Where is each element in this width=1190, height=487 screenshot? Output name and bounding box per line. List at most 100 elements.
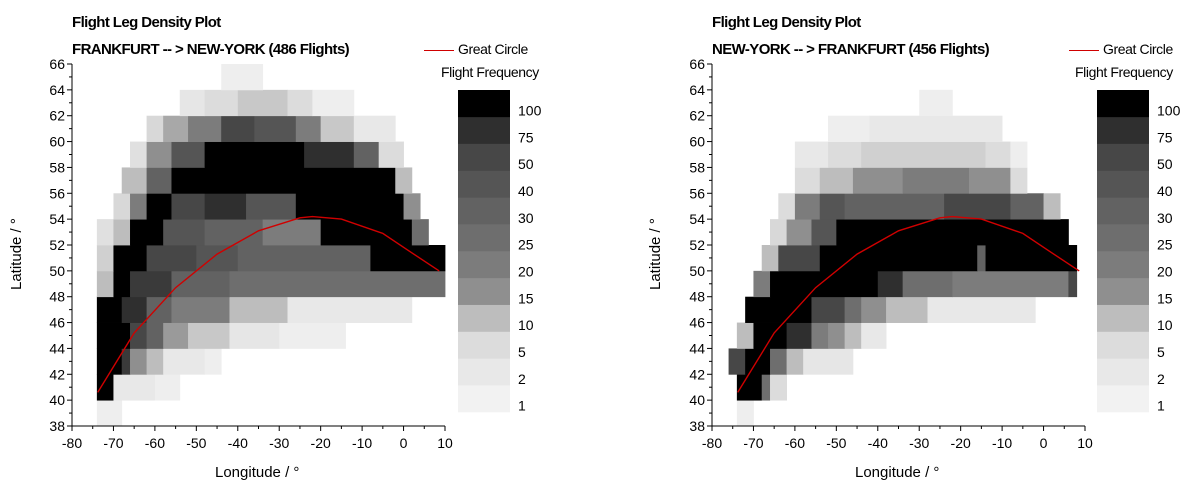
density-cell <box>844 193 945 220</box>
y-tick-label: 38 <box>49 418 65 434</box>
density-cell <box>761 374 771 401</box>
density-cell <box>1010 141 1028 168</box>
density-cell <box>154 374 181 401</box>
density-cell <box>819 193 846 220</box>
density-cell <box>295 193 404 220</box>
density-cell <box>919 89 953 117</box>
density-cell <box>113 219 131 246</box>
color-scale-swatch <box>458 90 510 118</box>
density-cell <box>171 141 206 168</box>
density-cell <box>237 245 371 272</box>
density-cell <box>811 296 846 323</box>
density-cell <box>163 322 189 349</box>
color-scale-swatch <box>458 385 510 413</box>
density-plot-newyork-frankfurt: Flight Leg Density Plot NEW-YORK -- > FR… <box>595 0 1190 487</box>
y-tick-label: 50 <box>49 263 65 279</box>
x-tick-label: -20 <box>311 435 331 451</box>
density-cell <box>287 296 413 323</box>
y-tick-label: 44 <box>49 340 65 356</box>
color-scale-swatch <box>458 251 510 279</box>
density-cell <box>320 115 355 142</box>
density-cell <box>411 219 429 246</box>
density-cell <box>204 89 239 117</box>
density-cell <box>794 167 821 194</box>
density-cell <box>403 193 421 220</box>
x-tick-label: 10 <box>437 435 453 451</box>
y-tick-label: 56 <box>49 185 65 201</box>
density-cell <box>736 400 754 427</box>
x-tick-label: -40 <box>868 435 888 451</box>
density-cell <box>1010 167 1028 194</box>
density-cell <box>163 115 189 142</box>
density-cell <box>130 219 164 246</box>
density-cell <box>96 296 123 323</box>
density-cell <box>130 348 147 375</box>
y-tick-label: 58 <box>689 159 705 175</box>
chart-subtitle: NEW-YORK -- > FRANKFURT (456 Flights) <box>712 41 990 58</box>
density-cell <box>113 270 131 298</box>
density-cell <box>869 115 1003 142</box>
color-scale-label: 2 <box>518 371 526 387</box>
density-cell <box>121 167 147 194</box>
y-tick-label: 54 <box>49 211 65 227</box>
color-scale-label: 50 <box>1157 156 1173 172</box>
density-cell <box>237 89 288 117</box>
density-cell <box>753 270 771 298</box>
density-cell <box>1043 193 1061 220</box>
density-cell <box>146 245 197 272</box>
density-cell <box>279 322 346 349</box>
density-cell <box>96 219 114 246</box>
density-cell <box>886 296 928 323</box>
color-scale-label: 30 <box>518 210 534 226</box>
density-cell <box>786 322 812 349</box>
y-tick-label: 48 <box>689 289 705 305</box>
color-scale-label: 40 <box>518 183 534 199</box>
color-scale-swatch <box>1097 90 1149 118</box>
heatmap-plot: -80 -70 -60 -50 -40 -30 -20 -10 0 10 38 40 42 44 46 48 5… <box>49 56 541 451</box>
y-tick-label: 56 <box>689 185 705 201</box>
color-scale-swatch <box>458 224 510 252</box>
density-cell <box>778 245 821 272</box>
density-cell <box>204 141 305 168</box>
color-scale-label: 10 <box>518 317 534 333</box>
great-circle-legend-label: Great Circle <box>458 41 528 57</box>
density-cell <box>819 167 854 194</box>
x-tick-label: -20 <box>951 435 971 451</box>
density-cell <box>794 141 829 168</box>
chart-subtitle: FRANKFURT -- > NEW-YORK (486 Flights) <box>72 41 350 58</box>
color-scale-swatch <box>1097 331 1149 359</box>
color-scale-title: Flight Frequency <box>441 64 539 80</box>
color-scale-swatch <box>1097 116 1149 144</box>
color-scale-swatch <box>1097 197 1149 225</box>
density-cell <box>96 348 123 375</box>
density-cell <box>96 400 123 427</box>
color-scale-swatch <box>458 277 510 305</box>
density-cell <box>171 296 230 323</box>
color-scale-swatch <box>1097 170 1149 198</box>
density-cell <box>794 193 821 220</box>
density-cell <box>985 141 1011 168</box>
chart-title: Flight Leg Density Plot <box>72 14 221 31</box>
color-scale-swatch <box>1097 277 1149 305</box>
color-scale-swatch <box>458 116 510 144</box>
density-cell <box>163 219 206 246</box>
density-cell <box>353 167 396 194</box>
density-cell <box>113 374 156 401</box>
density-cell <box>378 141 404 168</box>
density-cell <box>188 115 222 142</box>
color-scale-label: 1 <box>518 398 526 414</box>
color-scale-label: 25 <box>518 237 534 253</box>
density-cell <box>786 219 812 246</box>
density-cell <box>770 296 812 323</box>
y-tick-label: 40 <box>689 392 705 408</box>
color-scale-title: Flight Frequency <box>1075 64 1173 80</box>
density-cell <box>902 167 970 194</box>
x-tick-label: -30 <box>909 435 929 451</box>
density-cell <box>927 296 1036 323</box>
density-cell <box>229 296 288 323</box>
x-axis-label: Longitude / ° <box>855 464 940 481</box>
density-cell <box>121 348 131 375</box>
heatmap-plot: -80 -70 -60 -50 -40 -30 -20 -10 0 10 38 40 42 44 46 48 5… <box>689 56 1180 451</box>
density-cell <box>229 270 446 298</box>
density-cell <box>287 89 313 117</box>
